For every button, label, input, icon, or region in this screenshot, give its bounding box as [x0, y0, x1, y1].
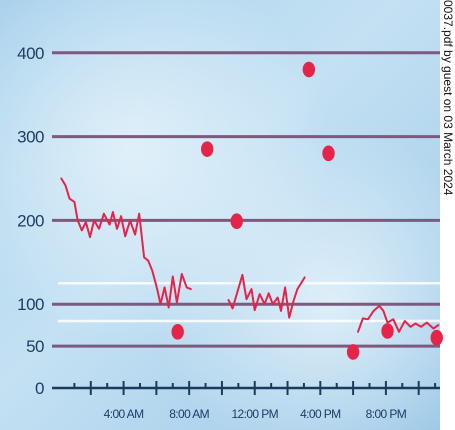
y-tick-label: 100: [17, 295, 44, 314]
fingerstick-point: [200, 141, 214, 157]
continuous-trace-segment-3: [357, 304, 440, 333]
fingerstick-point: [302, 61, 316, 78]
y-tick-label: 50: [26, 337, 44, 356]
x-axis: [52, 381, 440, 395]
fingerstick-point: [381, 323, 394, 339]
x-tick-label: 8:00 PM: [366, 407, 407, 421]
x-tick-label: 4:00 AM: [104, 407, 144, 421]
y-tick-label: 300: [17, 128, 44, 147]
x-tick-label: 8:00 AM: [169, 407, 209, 421]
fingerstick-point: [430, 329, 443, 346]
gridlines: [52, 51, 440, 348]
fingerstick-point: [346, 344, 360, 360]
x-tick-label: 4:00 PM: [300, 407, 341, 421]
target-band: [58, 281, 440, 323]
side-note: 0037.pdf by guest on 03 March 2024: [441, 0, 455, 196]
continuous-trace-segment-1: [60, 177, 192, 309]
fingerstick-point: [171, 324, 184, 340]
y-tick-label: 0: [35, 379, 44, 398]
y-tick-label: 200: [17, 211, 44, 230]
x-tick-label: 12:00 PM: [231, 407, 278, 421]
chart-background-texture-2: [0, 0, 440, 430]
fingerstick-series: [171, 61, 443, 360]
fingerstick-point: [322, 145, 335, 162]
continuous-trace-segment-2: [227, 273, 306, 319]
y-tick-label: 400: [17, 44, 44, 63]
x-tick-labels: 4:00 AM 8:00 AM 12:00 PM 4:00 PM 8:00 PM: [104, 407, 408, 421]
fingerstick-point: [230, 213, 243, 230]
continuous-series: [60, 177, 440, 333]
y-tick-labels: 0 50 100 200 300 400: [17, 44, 44, 398]
